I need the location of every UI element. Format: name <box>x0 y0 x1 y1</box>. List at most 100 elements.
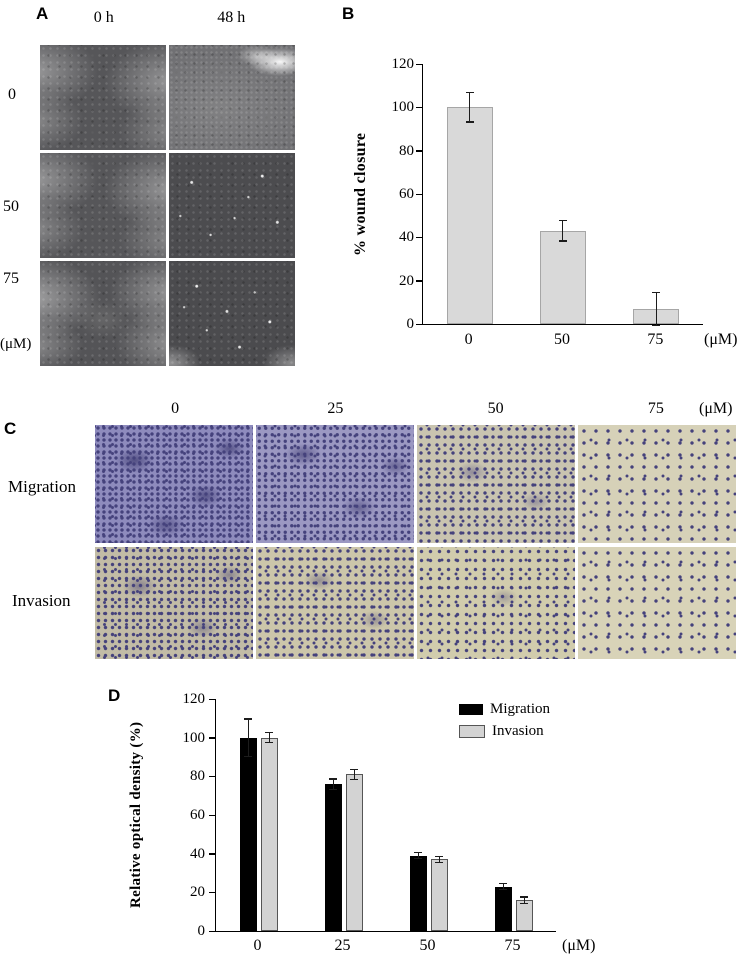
micrograph-invasion-75um <box>578 547 736 659</box>
x-category-label: 75 <box>504 937 521 954</box>
legend-item-invasion: Invasion <box>459 723 550 740</box>
error-bar <box>244 718 252 757</box>
bar-group-50 <box>516 64 609 324</box>
micrograph-0um-48h <box>169 45 295 150</box>
unit-label-um: (μM) <box>699 400 733 417</box>
y-tick-label: 60 <box>399 186 414 202</box>
micrograph-migration-0um <box>95 425 253 543</box>
micrograph-migration-50um <box>417 425 575 543</box>
y-tick-label: 100 <box>182 729 206 746</box>
error-bar <box>558 220 567 242</box>
x-category-label: 0 <box>464 331 473 348</box>
y-tick-mark <box>209 891 216 894</box>
micrograph-75um-0h <box>40 261 166 366</box>
bar-Migration-25 <box>324 778 342 931</box>
bar-Migration-0 <box>239 718 257 931</box>
y-axis-ticks: 0 20 40 60 80 100 120 <box>175 691 206 939</box>
legend: Migration Invasion <box>459 701 550 740</box>
panel-c-column-headers: 0 25 50 75 <box>95 400 736 418</box>
x-category-label: 25 <box>334 937 351 954</box>
error-bar <box>265 731 273 744</box>
x-category-label: 50 <box>419 937 436 954</box>
bar <box>239 737 257 931</box>
col-header-48h: 48 h <box>217 9 246 26</box>
bar-group-50 <box>386 699 471 931</box>
invasion-swatch <box>459 725 485 738</box>
row-label-invasion: Invasion <box>12 591 71 610</box>
micrograph-50um-48h <box>169 153 295 258</box>
micrograph-migration-25um <box>256 425 414 543</box>
y-tick-label: 60 <box>190 807 205 823</box>
bar <box>260 737 278 931</box>
panel-c: C 0 25 50 75 (μM) Migration Invasion <box>0 393 747 681</box>
row-label-75um: 75 <box>3 270 19 287</box>
error-bar <box>350 768 358 781</box>
y-tick-label: 120 <box>391 56 415 72</box>
panel-d: D Relative optical density (%) 0 20 40 60 80… <box>100 683 740 969</box>
y-tick-mark <box>416 63 423 65</box>
error-bar <box>652 291 661 327</box>
bar-value-50 <box>539 220 586 324</box>
panel-a-label: A <box>36 4 49 23</box>
row-label-0um: 0 <box>8 86 16 103</box>
y-tick-label: 80 <box>190 768 205 785</box>
y-tick-mark <box>416 236 423 239</box>
legend-label-migration: Migration <box>490 701 550 717</box>
micrograph-migration-75um <box>578 425 736 543</box>
y-tick-label: 100 <box>391 99 415 116</box>
y-tick-mark <box>416 150 423 152</box>
col-header-0h: 0 h <box>93 9 114 26</box>
micrograph-invasion-0um <box>95 547 253 659</box>
bar-group-25 <box>301 699 386 931</box>
y-tick-label: 20 <box>190 884 205 901</box>
y-tick-mark <box>416 193 423 195</box>
bar-group-75 <box>471 699 556 931</box>
error-bar <box>520 896 528 904</box>
error-bar <box>499 882 507 891</box>
bar <box>539 230 586 324</box>
y-tick-mark <box>209 853 216 855</box>
migration-swatch <box>459 704 483 715</box>
bar-value-0 <box>446 92 493 324</box>
panel-c-label: C <box>4 419 17 438</box>
error-bar <box>435 855 443 864</box>
micrograph-50um-0h <box>40 153 166 258</box>
bar <box>446 107 493 324</box>
wound-closure-plot <box>416 63 703 327</box>
x-axis-unit: (μM) <box>704 331 738 348</box>
bar <box>515 900 533 931</box>
x-category-label: 75 <box>647 331 664 348</box>
panel-a: A 0 h 48 h 0 50 75 (μM) <box>0 0 330 385</box>
bar-value-75 <box>633 291 680 327</box>
legend-label-invasion: Invasion <box>492 723 544 739</box>
y-axis-title: Relative optical density (%) <box>128 721 144 909</box>
panel-d-label: D <box>108 686 121 705</box>
micrograph-invasion-50um <box>417 547 575 659</box>
bar-Migration-75 <box>494 882 512 931</box>
micrograph-invasion-25um <box>256 547 414 659</box>
y-tick-mark <box>209 814 216 816</box>
bar-Invasion-0 <box>260 731 278 931</box>
bar-Migration-50 <box>409 851 427 931</box>
y-tick-label: 40 <box>399 229 414 246</box>
unit-label-um: (μM) <box>0 336 32 352</box>
col-header-50um: 50 <box>487 400 504 417</box>
y-tick-label: 40 <box>190 845 205 862</box>
panel-b-label: B <box>342 4 355 23</box>
bar <box>430 859 448 931</box>
bar <box>494 886 512 931</box>
y-axis-title: % wound closure <box>352 132 369 256</box>
bar <box>409 855 427 931</box>
error-bar <box>414 851 422 860</box>
y-tick-label: 120 <box>182 691 206 707</box>
bar-group-0 <box>423 64 516 324</box>
bar <box>324 784 342 931</box>
y-tick-mark <box>209 737 216 739</box>
y-tick-label: 20 <box>399 272 414 289</box>
y-tick-mark <box>416 106 423 109</box>
error-bar <box>465 92 474 123</box>
micrograph-75um-48h <box>169 261 295 366</box>
y-tick-mark <box>416 280 423 282</box>
panel-a-micrograph-grid <box>40 45 295 366</box>
